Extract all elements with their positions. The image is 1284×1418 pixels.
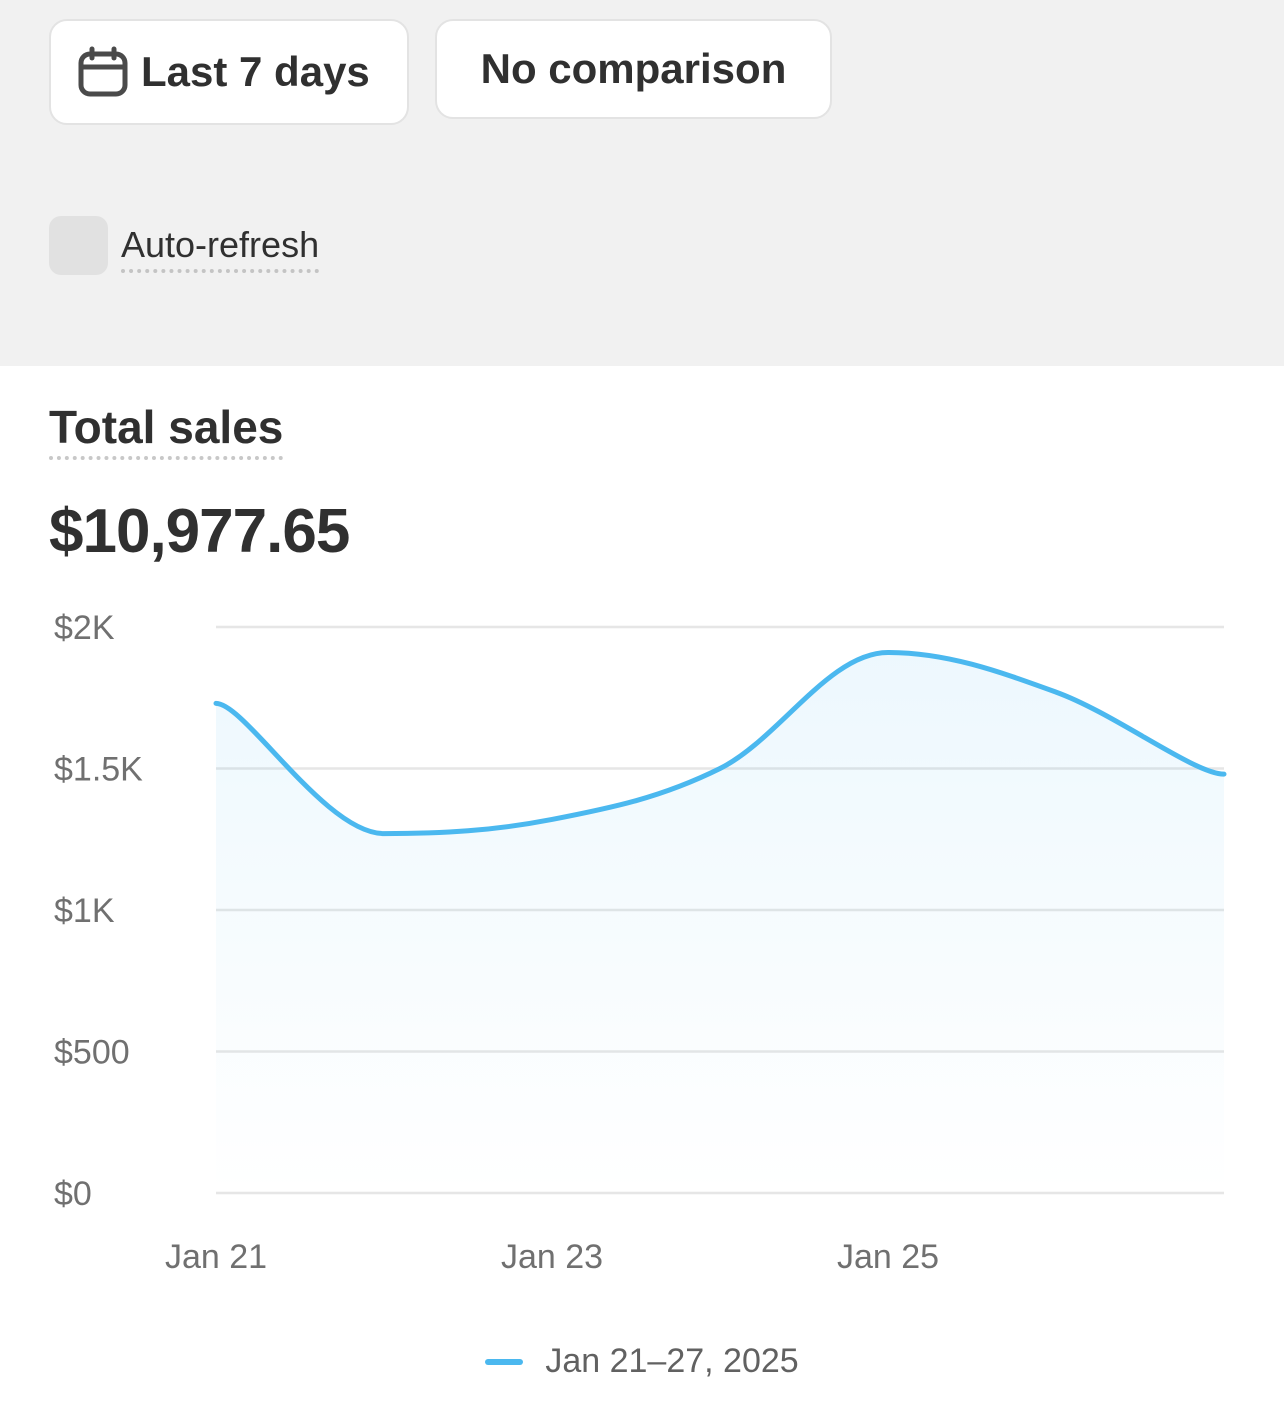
- chart-legend: Jan 21–27, 2025: [0, 1342, 1284, 1381]
- legend-label: Jan 21–27, 2025: [545, 1342, 799, 1380]
- x-tick-label: Jan 21: [165, 1238, 267, 1276]
- x-tick-label: Jan 23: [501, 1238, 603, 1276]
- date-range-label: Last 7 days: [141, 48, 370, 95]
- data-point[interactable]: [714, 763, 726, 775]
- data-point[interactable]: [546, 813, 558, 825]
- total-sales-value: $10,977.65: [49, 497, 350, 566]
- x-tick-label: Jan 25: [837, 1238, 939, 1276]
- sales-chart: $2K $1.5K $1K $500 $0 Jan 21 Jan 23 Jan 25: [54, 609, 1230, 1276]
- auto-refresh-toggle[interactable]: Auto-refresh: [49, 216, 320, 275]
- data-point[interactable]: [882, 646, 894, 658]
- y-tick-label: $500: [54, 1034, 130, 1072]
- legend-swatch: [485, 1358, 524, 1365]
- card-title[interactable]: Total sales: [49, 400, 284, 460]
- date-range-button[interactable]: Last 7 days: [49, 19, 409, 125]
- data-point[interactable]: [1050, 686, 1062, 698]
- comparison-button[interactable]: No comparison: [435, 19, 832, 119]
- data-point[interactable]: [1218, 768, 1230, 780]
- report-toolbar: Last 7 days No comparison Auto-refresh: [0, 0, 1284, 366]
- auto-refresh-label: Auto-refresh: [121, 223, 320, 273]
- series-line[interactable]: [213, 649, 1227, 837]
- series-area: [216, 652, 1224, 1193]
- y-tick-label: $1K: [54, 892, 115, 930]
- calendar-icon: [77, 46, 129, 98]
- comparison-label: No comparison: [480, 45, 787, 92]
- y-tick-label: $2K: [54, 609, 115, 647]
- auto-refresh-checkbox[interactable]: [49, 216, 108, 275]
- data-point[interactable]: [378, 828, 390, 840]
- data-point[interactable]: [210, 697, 222, 709]
- y-tick-label: $1.5K: [54, 751, 143, 789]
- y-tick-label: $0: [54, 1175, 92, 1213]
